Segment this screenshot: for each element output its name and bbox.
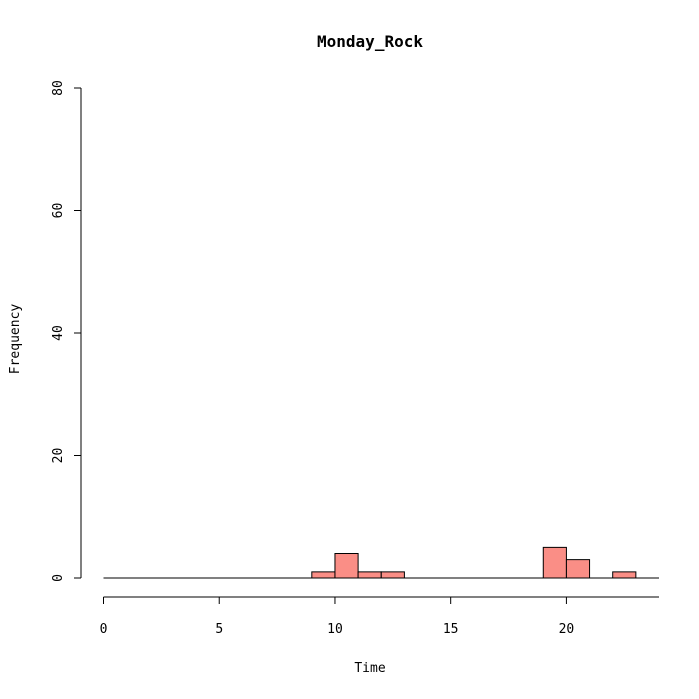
- x-tick-label-0: 0: [100, 622, 108, 637]
- histogram-bar-22: [612, 571, 637, 579]
- x-tick-label-15: 15: [443, 622, 459, 637]
- bars-layer: [103, 546, 659, 579]
- y-tick-label-0: 0: [51, 574, 66, 582]
- x-tick-label-20: 20: [559, 622, 575, 637]
- histogram-bar-10: [334, 553, 359, 579]
- x-tick-label-5: 5: [215, 622, 223, 637]
- y-tick-label-60: 60: [51, 203, 66, 219]
- histogram-bar-20: [565, 559, 591, 579]
- y-tick-label-80: 80: [51, 80, 66, 96]
- x-tick-label-10: 10: [327, 622, 343, 637]
- y-axis: 0 20 40 60 80: [51, 80, 82, 582]
- histogram-bar-11: [357, 571, 382, 579]
- x-axis: 0 5 10 15 20: [100, 596, 659, 637]
- y-axis-label: Frequency: [8, 304, 23, 375]
- histogram-bar-19: [542, 546, 567, 579]
- y-tick-label-40: 40: [51, 325, 66, 341]
- chart-title: Monday_Rock: [317, 32, 423, 51]
- histogram-bar-12: [380, 571, 405, 579]
- histogram-bar-9: [311, 571, 336, 579]
- x-axis-label: Time: [354, 661, 385, 676]
- y-tick-label-20: 20: [51, 448, 66, 464]
